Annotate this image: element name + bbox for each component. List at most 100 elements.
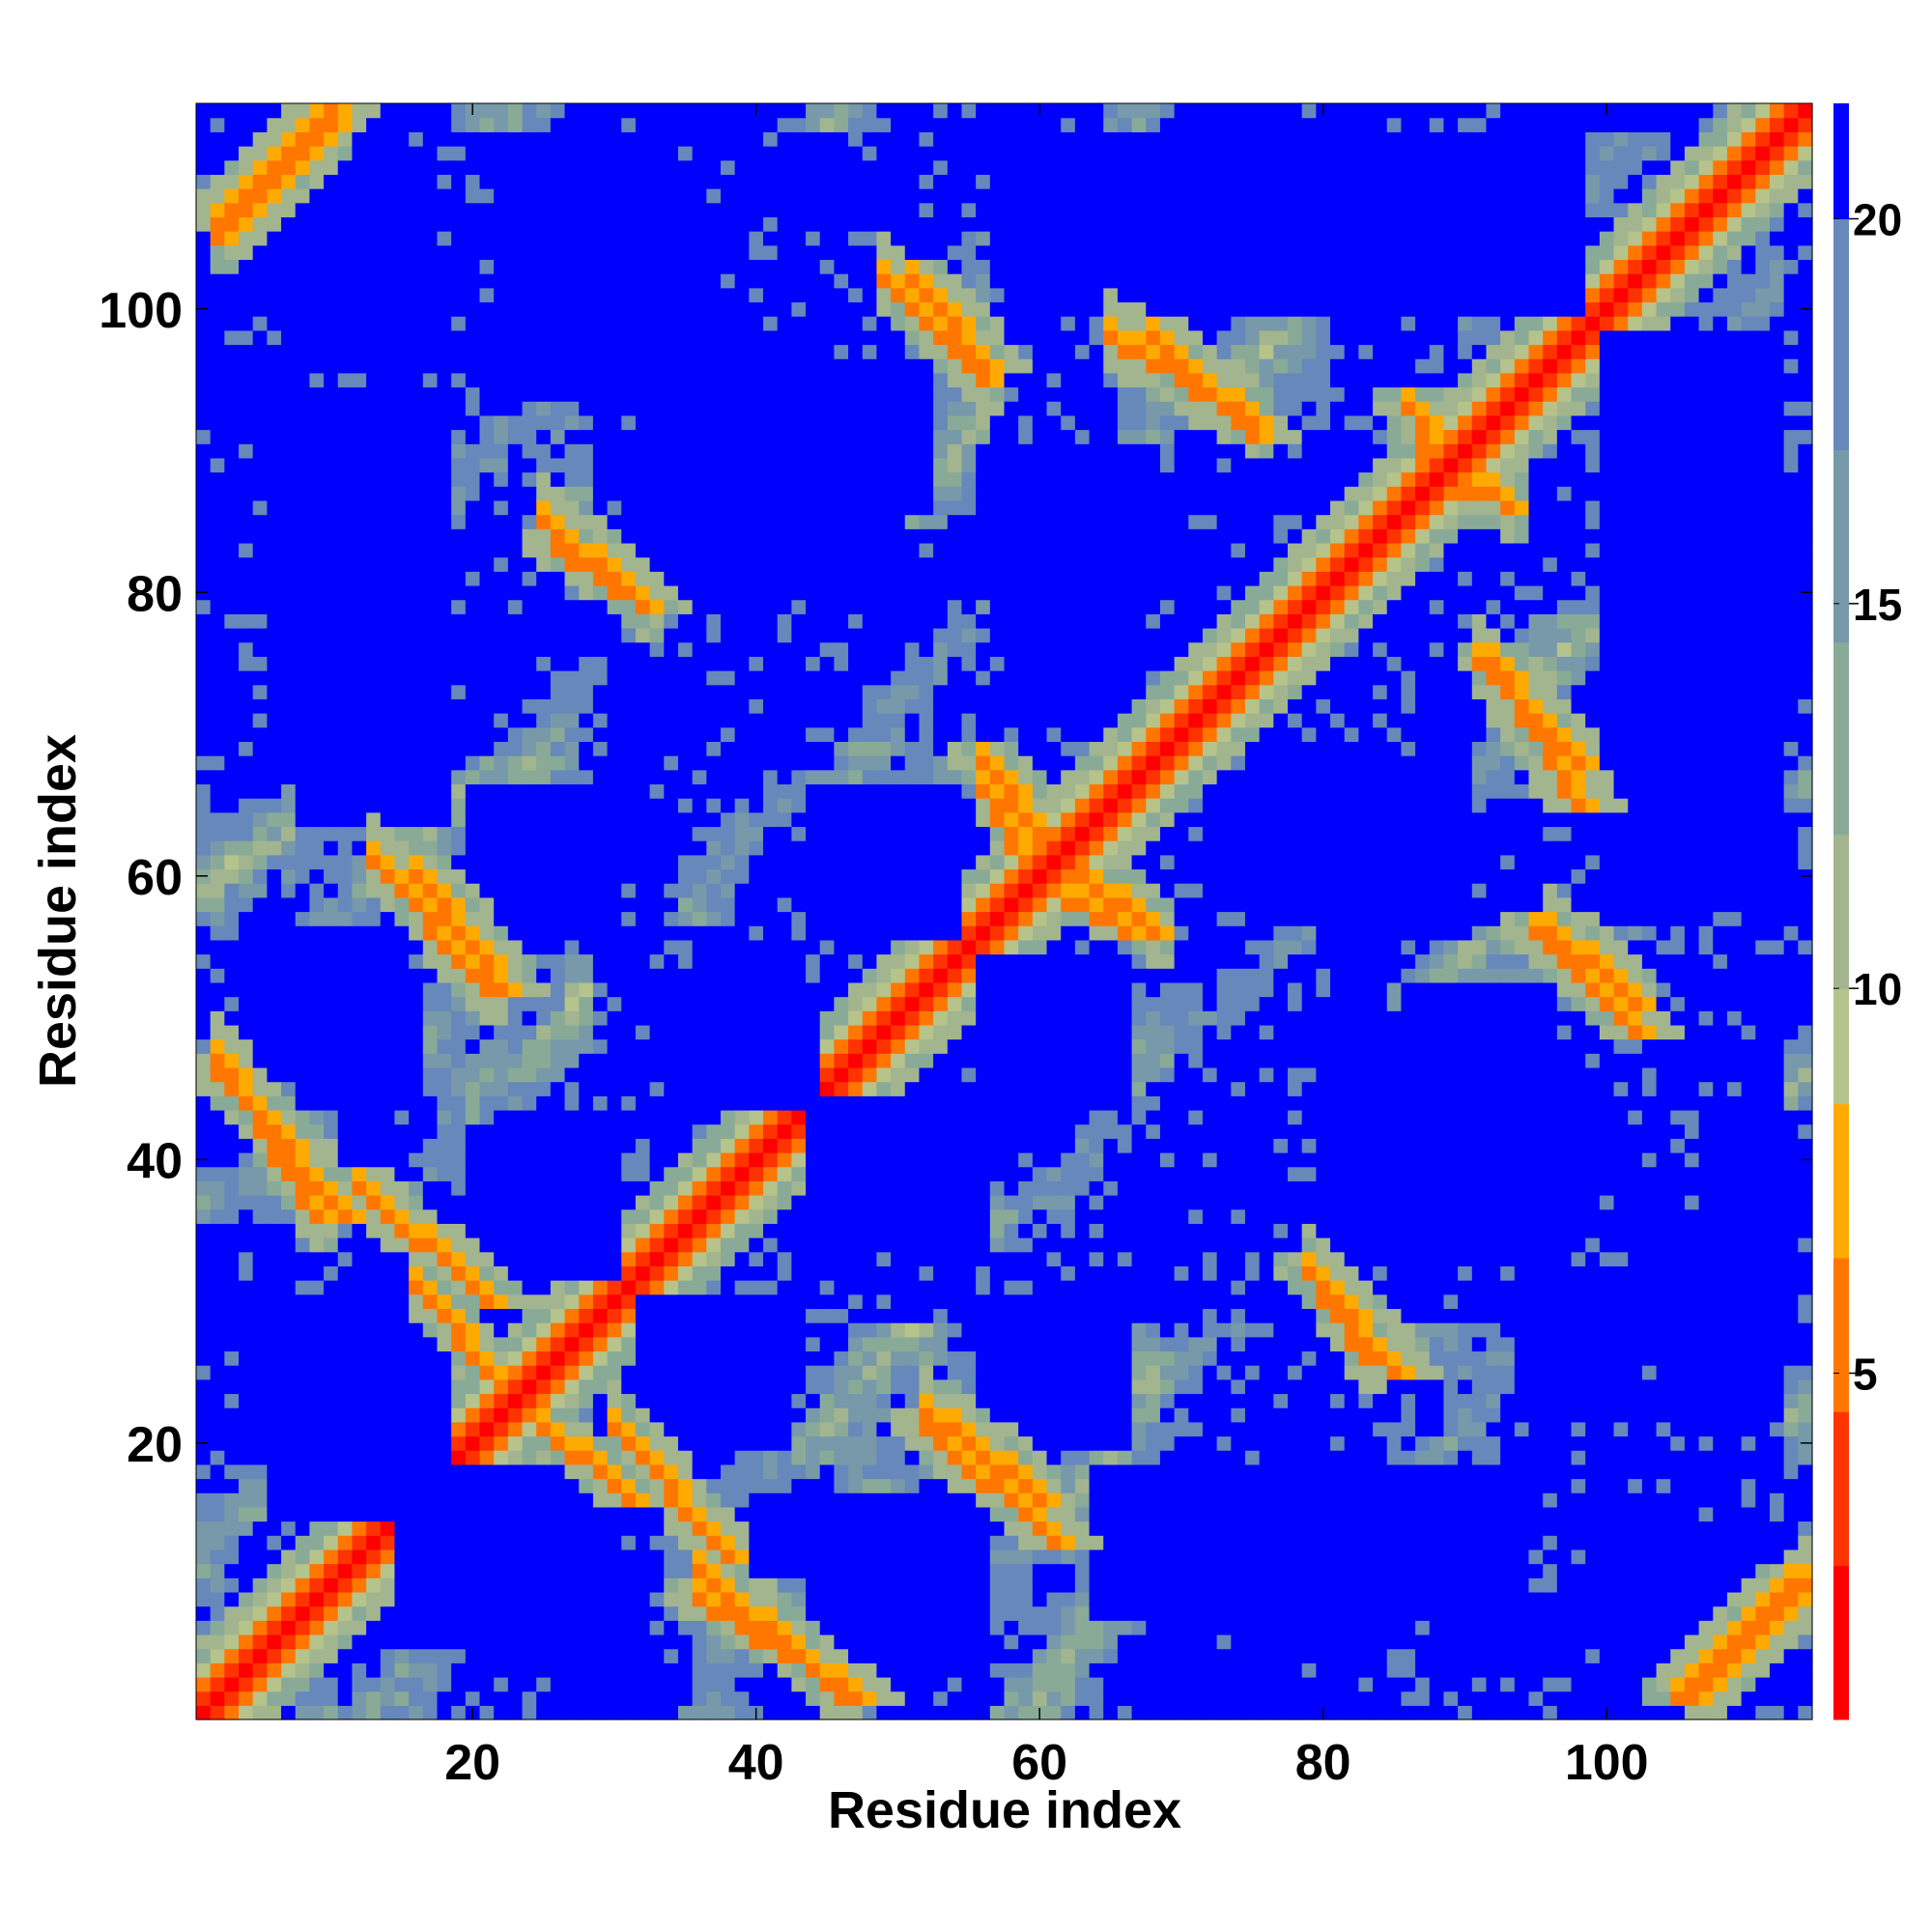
heatmap-cell: [295, 741, 311, 756]
heatmap-cell: [479, 726, 495, 742]
heatmap-cell: [720, 1620, 736, 1635]
heatmap-cell: [281, 656, 297, 671]
heatmap-cell: [196, 1223, 212, 1238]
heatmap-cell: [791, 556, 807, 572]
heatmap-cell: [536, 1365, 552, 1380]
heatmap-cell: [210, 1520, 225, 1536]
heatmap-cell: [494, 1336, 509, 1352]
heatmap-cell: [677, 1138, 694, 1153]
heatmap-cell: [664, 259, 679, 274]
heatmap-cell: [337, 244, 354, 261]
heatmap-cell: [664, 1365, 679, 1380]
heatmap-cell: [777, 514, 792, 529]
heatmap-cell: [564, 571, 580, 586]
heatmap-cell: [309, 316, 325, 331]
heatmap-cell: [479, 925, 495, 941]
heatmap-cell: [224, 1180, 240, 1196]
heatmap-cell: [635, 755, 651, 771]
heatmap-cell: [494, 981, 509, 998]
heatmap-cell: [749, 146, 764, 161]
heatmap-cell: [224, 996, 240, 1011]
heatmap-cell: [734, 939, 750, 955]
heatmap-cell: [224, 1251, 240, 1266]
heatmap-cell: [352, 571, 367, 586]
heatmap-cell: [522, 1237, 537, 1253]
heatmap-cell: [465, 216, 481, 232]
heatmap-cell: [451, 1563, 467, 1578]
heatmap-cell: [224, 911, 240, 926]
heatmap-cell: [409, 726, 424, 742]
heatmap-cell: [451, 344, 467, 359]
heatmap-cell: [196, 1577, 212, 1593]
heatmap-cell: [309, 174, 325, 189]
heatmap-cell: [649, 1251, 665, 1266]
heatmap-cell: [734, 783, 750, 799]
heatmap-cell: [677, 968, 694, 983]
heatmap-cell: [720, 726, 736, 742]
heatmap-cell: [607, 769, 622, 785]
heatmap-cell: [635, 146, 651, 161]
heatmap-cell: [536, 769, 552, 785]
heatmap-cell: [607, 1053, 622, 1068]
heatmap-cell: [621, 301, 637, 317]
heatmap-cell: [337, 599, 354, 614]
heatmap-cell: [507, 1138, 524, 1153]
heatmap-cell: [295, 713, 311, 728]
heatmap-cell: [267, 1620, 282, 1635]
heatmap-cell: [394, 1450, 410, 1465]
heatmap-cell: [224, 429, 240, 444]
heatmap-cell: [494, 1010, 509, 1026]
heatmap-cell: [621, 1138, 637, 1153]
heatmap-cell: [295, 571, 311, 586]
heatmap-cell: [196, 1066, 212, 1083]
heatmap-cell: [210, 1435, 225, 1451]
heatmap-cell: [437, 1690, 452, 1706]
heatmap-cell: [239, 741, 254, 756]
heatmap-cell: [579, 1548, 594, 1565]
heatmap-cell: [267, 1166, 282, 1181]
heatmap-cell: [791, 1010, 807, 1026]
heatmap-cell: [749, 1180, 764, 1196]
heatmap-cell: [706, 1053, 722, 1068]
heatmap-cell: [494, 1662, 509, 1678]
heatmap-cell: [649, 1208, 665, 1224]
heatmap-cell: [522, 1563, 537, 1578]
heatmap-cell: [239, 344, 254, 359]
heatmap-cell: [409, 896, 424, 913]
heatmap-cell: [507, 627, 524, 643]
heatmap-cell: [564, 216, 580, 232]
heatmap-cell: [451, 174, 467, 189]
heatmap-cell: [295, 1520, 311, 1536]
heatmap-cell: [281, 131, 297, 147]
heatmap-cell: [239, 1195, 254, 1210]
heatmap-cell: [550, 117, 566, 132]
heatmap-cell: [607, 556, 622, 572]
heatmap-cell: [409, 1024, 424, 1040]
heatmap-cell: [352, 1478, 367, 1493]
heatmap-cell: [649, 953, 665, 969]
heatmap-cell: [267, 202, 282, 218]
heatmap-cell: [295, 231, 311, 246]
heatmap-cell: [352, 1393, 367, 1408]
heatmap-cell: [281, 159, 297, 175]
heatmap-cell: [252, 386, 268, 402]
heatmap-cell: [706, 911, 722, 926]
heatmap-cell: [451, 996, 467, 1011]
heatmap-cell: [564, 1251, 580, 1266]
heatmap-cell: [592, 259, 609, 274]
heatmap-cell: [422, 627, 439, 643]
heatmap-cell: [422, 443, 439, 459]
heatmap-cell: [706, 259, 722, 274]
heatmap-cell: [720, 1123, 736, 1139]
heatmap-cell: [380, 386, 396, 402]
heatmap-cell: [635, 1463, 651, 1480]
heatmap-cell: [522, 1010, 537, 1026]
heatmap-cell: [324, 1492, 339, 1508]
heatmap-cell: [607, 401, 622, 416]
heatmap-cell: [196, 1463, 212, 1480]
heatmap-cell: [635, 1195, 651, 1210]
heatmap-cell: [564, 514, 580, 529]
heatmap-cell: [806, 826, 821, 841]
heatmap-cell: [437, 1605, 452, 1621]
heatmap-cell: [677, 358, 694, 374]
